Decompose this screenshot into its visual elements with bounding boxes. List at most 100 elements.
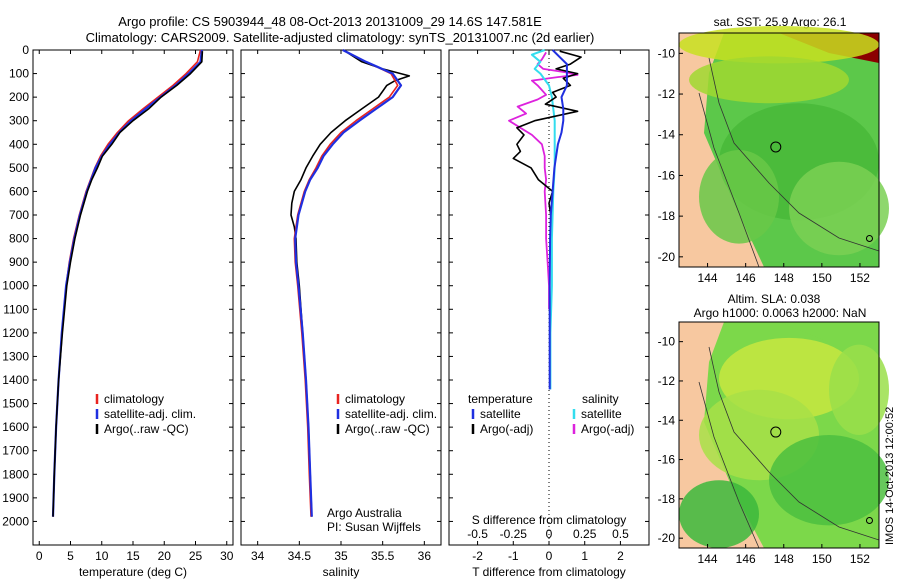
header-line1: Argo profile: CS 5903944_48 08-Oct-2013 … [118,14,542,29]
map-x-tick-label: 144 [698,552,718,566]
contour-line [708,346,880,541]
ocean-patch [789,161,889,256]
map-title: sat. SST: 25.9 Argo: 26.1 [714,15,847,29]
map-x-tick-label: 146 [736,552,756,566]
map-y-tick-label: -16 [658,168,676,182]
sst-map-panel: sat. SST: 25.9 Argo: 26.1 144 146 148 150 152… [658,15,889,285]
y-tick-label: 900 [9,255,29,269]
map-y-tick-label: -20 [658,531,676,545]
series-line-t-satellite [548,49,568,390]
x-axis-label-top: S difference from climatology [472,513,627,527]
y-tick-label: 1200 [2,326,29,340]
ocean-patch [769,435,889,526]
salinity-panel: 34 34.5 35 35.5 36 salinity climatologysatelli… [240,49,442,579]
y-tick-label: 300 [9,114,29,128]
annotation-line: PI: Susan Wijffels [327,520,421,534]
x-tick-label: 35 [334,549,348,563]
legend-label: satellite [581,407,622,421]
legend-label: climatology [104,392,164,406]
x-tick-label-top: 0 [546,527,553,541]
x-tick-label: 2 [617,549,624,563]
legend-label: Argo(..raw -QC) [345,422,430,436]
x-tick-label-top: 0.5 [612,527,629,541]
y-tick-label: 0 [22,43,29,57]
argo-location-marker [770,141,782,153]
y-tick-label: 1100 [3,302,29,316]
y-tick-label: 1600 [2,420,29,434]
station-marker [865,516,873,524]
map-y-tick-label: -16 [658,453,676,467]
map-x-tick-label: 146 [736,271,756,285]
legend-label: Argo(..raw -QC) [104,422,189,436]
ocean-patch [699,150,779,244]
y-tick-label: 800 [9,232,29,246]
x-tick-label-top: 0.25 [573,527,597,541]
ocean-patch [679,25,879,64]
x-tick-label: 5 [67,549,74,563]
map-x-tick-label: 148 [774,271,794,285]
y-tick-label: 2000 [2,514,29,528]
header-line2: Climatology: CARS2009. Satellite-adjuste… [86,30,595,45]
y-tick-label: 500 [9,161,29,175]
north-land [779,322,879,352]
map-x-tick-label: 150 [812,271,832,285]
x-tick-label: 34 [251,549,265,563]
x-tick-label: 35.5 [371,549,395,563]
y-tick-label: 1900 [2,491,29,505]
legend-label: satellite-adj. clim. [345,407,437,421]
x-tick-label: 36 [418,549,432,563]
series-line-s-satellite [530,49,556,390]
x-tick-label: 10 [95,549,109,563]
map-x-tick-label: 152 [850,552,870,566]
map-x-tick-label: 150 [812,552,832,566]
y-tick-label: 400 [9,137,29,151]
legend-label: climatology [345,392,405,406]
x-axis-label: salinity [323,565,360,579]
map-title-line1: Altim. SLA: 0.038 [728,292,821,306]
x-tick-label: 30 [220,549,234,563]
footer-stamp: IMOS 14-Oct-2013 12:00:52 [884,407,896,545]
x-tick-label: 1 [581,549,588,563]
map-frame [678,32,880,268]
map-y-tick-label: -20 [658,250,676,264]
ocean-patch [689,56,849,104]
y-tick-label: 1800 [2,467,29,481]
series-line-argo-raw-qc- [52,51,204,517]
map-y-tick-label: -12 [658,87,676,101]
map-x-tick-label: 152 [850,271,870,285]
legend-label: Argo(-adj) [581,422,634,436]
legend-label: satellite-adj. clim. [104,407,196,421]
legend-title: temperature [468,392,533,406]
x-tick-label: 25 [189,549,203,563]
x-tick-label: 15 [126,549,140,563]
y-tick-label: 1000 [2,279,29,293]
annotation-line: Argo Australia [327,506,402,520]
map-y-tick-label: -18 [658,209,676,223]
map-y-tick-label: -14 [658,413,676,427]
map-y-tick-label: -10 [658,335,676,349]
legend-title: salinity [582,392,619,406]
y-tick-label: 1500 [2,397,29,411]
map-title-line2: Argo h1000: 0.0063 h2000: NaN [694,306,867,320]
y-tick-label: 1400 [2,373,29,387]
map-frame [678,321,880,549]
contour-line [698,92,760,268]
x-axis-label: temperature (deg C) [79,565,187,579]
y-tick-label: 700 [9,208,29,222]
contour-line [708,57,880,252]
y-tick-label: 1300 [2,349,29,363]
map-y-tick-label: -12 [658,374,676,388]
y-tick-label: 1700 [2,444,29,458]
map-x-tick-label: 144 [698,271,718,285]
x-tick-label: -2 [472,549,483,563]
x-tick-label: 20 [158,549,172,563]
x-tick-label: 0 [36,549,43,563]
y-tick-label: 200 [9,90,29,104]
x-tick-label: -1 [508,549,519,563]
legend-label: satellite [480,407,521,421]
map-y-tick-label: -18 [658,492,676,506]
contour-line [698,381,760,549]
temperature-panel: 0100200300400500600700800900100011001200… [2,43,233,579]
